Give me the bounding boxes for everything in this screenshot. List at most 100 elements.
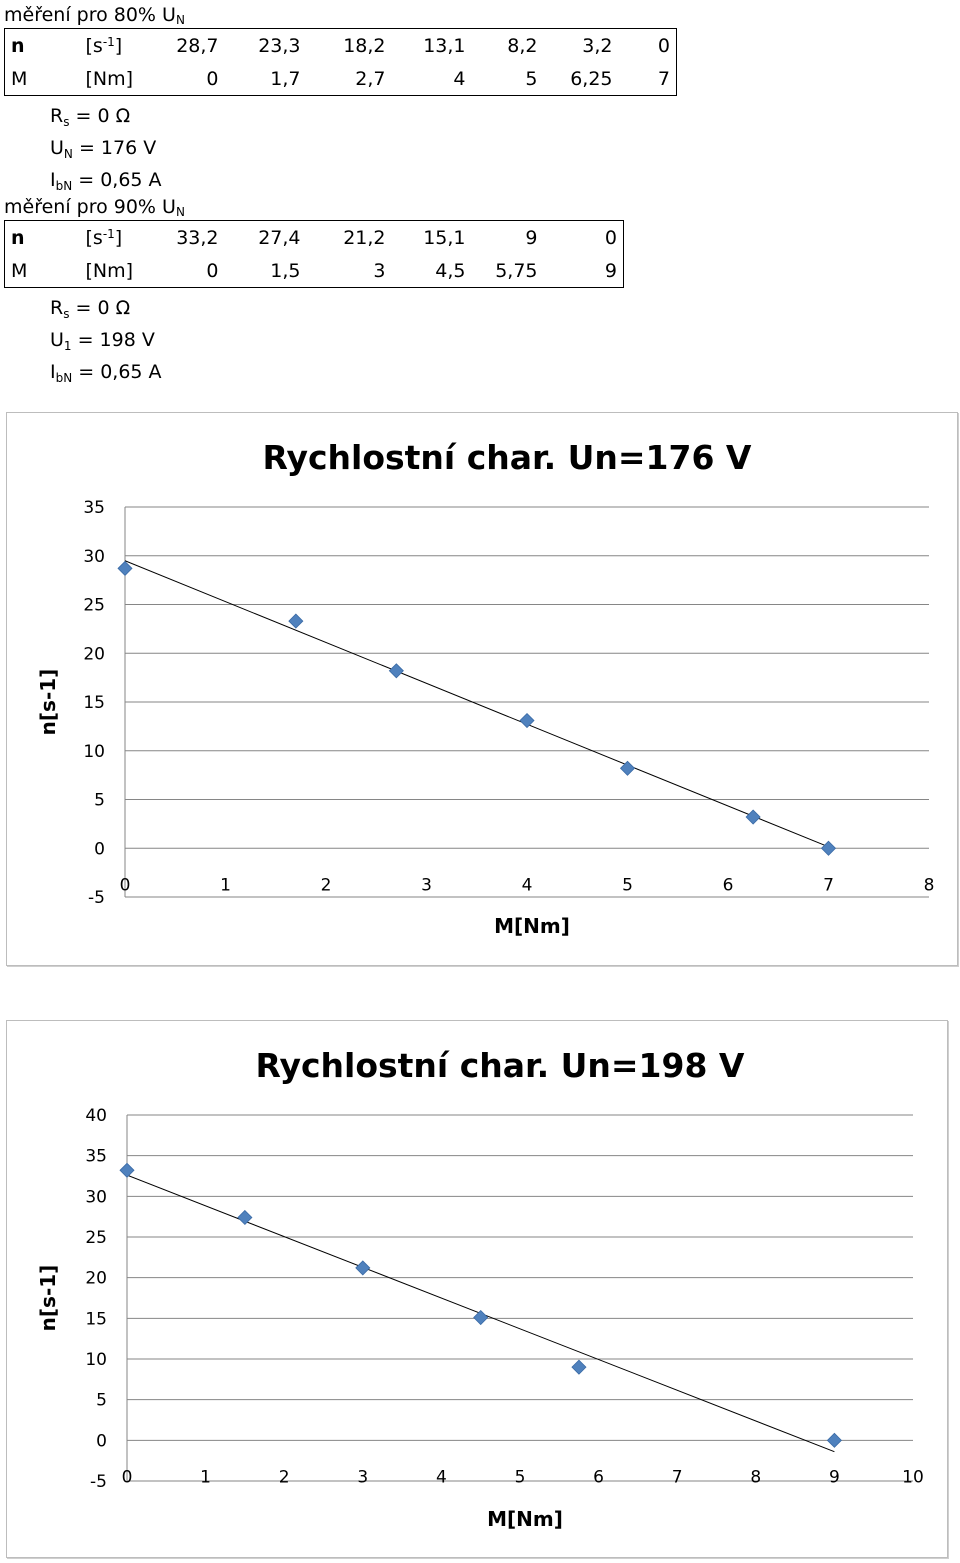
data-point: [519, 712, 535, 729]
table-cell: 15,1: [423, 226, 466, 249]
y-tick-label: 30: [83, 547, 105, 567]
table-row-n: n [s-1] 28,7 23,3 18,2 13,1 8,2 3,2 0: [5, 29, 677, 63]
chart-198v: -5 0 5 10 15 20 25 30 35 40 0 1 2 3 4 5 6 7 8 9 10 Rychlostní…: [6, 1020, 948, 1558]
y-tick-label: 35: [83, 498, 105, 518]
table-cell: 0: [657, 34, 670, 57]
table-cell: 0: [206, 259, 219, 282]
y-tick-label: 10: [83, 742, 105, 762]
table-cell: 5,75: [495, 259, 538, 282]
x-axis-label: M[Nm]: [494, 914, 570, 938]
table-cell: 2,7: [355, 67, 386, 90]
table-cell: 0: [604, 226, 617, 249]
x-tick-label: 5: [515, 1467, 526, 1487]
y-tick-label: -5: [88, 888, 105, 908]
y-tick-label: 0: [96, 1431, 107, 1451]
table-cell: 9: [604, 259, 617, 282]
y-tick-label: 15: [83, 693, 105, 713]
y-axis-label: n[s-1]: [36, 669, 60, 736]
table-cell: 13,1: [423, 34, 466, 57]
row-label: n: [11, 34, 25, 57]
row-label: M: [11, 67, 28, 90]
x-tick-label: 3: [357, 1467, 368, 1487]
x-tick-label: 2: [321, 875, 332, 895]
table-cell: 6,25: [570, 67, 613, 90]
x-tick-label: 8: [924, 875, 935, 895]
data-point: [820, 840, 837, 856]
y-tick-label: -5: [90, 1472, 107, 1492]
section-title-80: měření pro 80% UN: [4, 4, 185, 27]
y-tick-label: 20: [85, 1269, 107, 1289]
trendline: [124, 560, 829, 848]
x-tick-label: 7: [823, 875, 834, 895]
y-tick-label: 5: [96, 1391, 107, 1411]
x-tick-label: 3: [421, 875, 432, 895]
table-cell: 9: [525, 226, 538, 249]
table-cell: 5: [525, 67, 538, 90]
x-tick-label: 0: [120, 875, 131, 895]
measurement-table-90: n [s-1] 33,2 27,4 21,2 15,1 9 0 M [Nm] 0…: [4, 220, 624, 288]
table-cell: 28,7: [176, 34, 219, 57]
data-point: [388, 663, 404, 679]
param-u1: U1 = 198 V: [50, 329, 155, 353]
parameters-90: Rs = 0 Ω U1 = 198 V IbN = 0,65 A: [50, 292, 162, 388]
y-tick-label: 5: [94, 791, 105, 811]
measurement-table-80: n [s-1] 28,7 23,3 18,2 13,1 8,2 3,2 0 M …: [4, 28, 677, 96]
table-cell: 3,2: [582, 34, 613, 57]
y-tick-label: 40: [85, 1106, 107, 1126]
y-tick-label: 25: [85, 1228, 107, 1248]
data-point: [571, 1359, 587, 1375]
x-tick-label: 9: [829, 1467, 840, 1487]
chart-176v-svg: -5 0 5 10 15 20 25 30 35 0 1 2 3 4 5 6 7 8 Rychlostní char…: [36, 438, 935, 938]
y-tick-label: 15: [85, 1309, 107, 1329]
chart-198v-svg: -5 0 5 10 15 20 25 30 35 40 0 1 2 3 4 5 6 7 8 9 10 Rychlostní…: [36, 1046, 924, 1531]
table-cell: 1,7: [270, 67, 301, 90]
table-cell: 7: [657, 67, 670, 90]
x-tick-label: 8: [750, 1467, 761, 1487]
row-label: M: [11, 259, 28, 282]
row-unit: [Nm]: [85, 67, 134, 90]
y-tick-label: 25: [83, 596, 105, 616]
table-cell: 0: [206, 67, 219, 90]
param-rs: Rs = 0 Ω: [50, 105, 131, 129]
data-point: [826, 1432, 842, 1448]
y-tick-label: 30: [85, 1187, 107, 1207]
x-tick-label: 4: [436, 1467, 447, 1487]
param-rs: Rs = 0 Ω: [50, 297, 131, 321]
row-label: n: [11, 226, 25, 249]
chart-176v: -5 0 5 10 15 20 25 30 35 0 1 2 3 4 5 6 7 8 Rychlostní char…: [6, 412, 958, 966]
data-point: [745, 809, 761, 825]
table-cell: 1,5: [270, 259, 301, 282]
y-tick-label: 35: [85, 1147, 107, 1167]
param-ibn: IbN = 0,65 A: [50, 169, 162, 193]
x-tick-label: 6: [593, 1467, 604, 1487]
x-tick-label: 10: [902, 1467, 924, 1487]
table-cell: 8,2: [507, 34, 538, 57]
table-cell: 4,5: [435, 259, 466, 282]
table-row-m: M [Nm] 0 1,5 3 4,5 5,75 9: [5, 254, 624, 288]
table-row-m: M [Nm] 0 1,7 2,7 4 5 6,25 7: [5, 62, 677, 96]
y-tick-label: 10: [85, 1350, 107, 1370]
x-tick-label: 7: [672, 1467, 683, 1487]
table-cell: 4: [453, 67, 466, 90]
x-tick-label: 1: [200, 1467, 211, 1487]
data-point: [355, 1260, 371, 1276]
table-cell: 23,3: [258, 34, 301, 57]
data-point: [619, 760, 636, 776]
data-point: [288, 613, 304, 629]
table-cell: 27,4: [258, 226, 301, 249]
y-tick-label: 20: [83, 644, 105, 664]
x-tick-label: 6: [723, 875, 734, 895]
data-point: [473, 1309, 489, 1326]
parameters-80: Rs = 0 Ω UN = 176 V IbN = 0,65 A: [50, 100, 162, 196]
table-cell: 3: [373, 259, 386, 282]
x-tick-label: 1: [220, 875, 231, 895]
chart-title: Rychlostní char. Un=176 V: [263, 438, 752, 477]
data-point: [119, 1162, 135, 1178]
section-title-90: měření pro 90% UN: [4, 196, 185, 219]
data-point: [237, 1209, 253, 1226]
param-ibn: IbN = 0,65 A: [50, 361, 162, 385]
x-tick-label: 2: [279, 1467, 290, 1487]
x-axis-label: M[Nm]: [487, 1507, 563, 1531]
table-cell: 21,2: [343, 226, 386, 249]
table-cell: 18,2: [343, 34, 386, 57]
